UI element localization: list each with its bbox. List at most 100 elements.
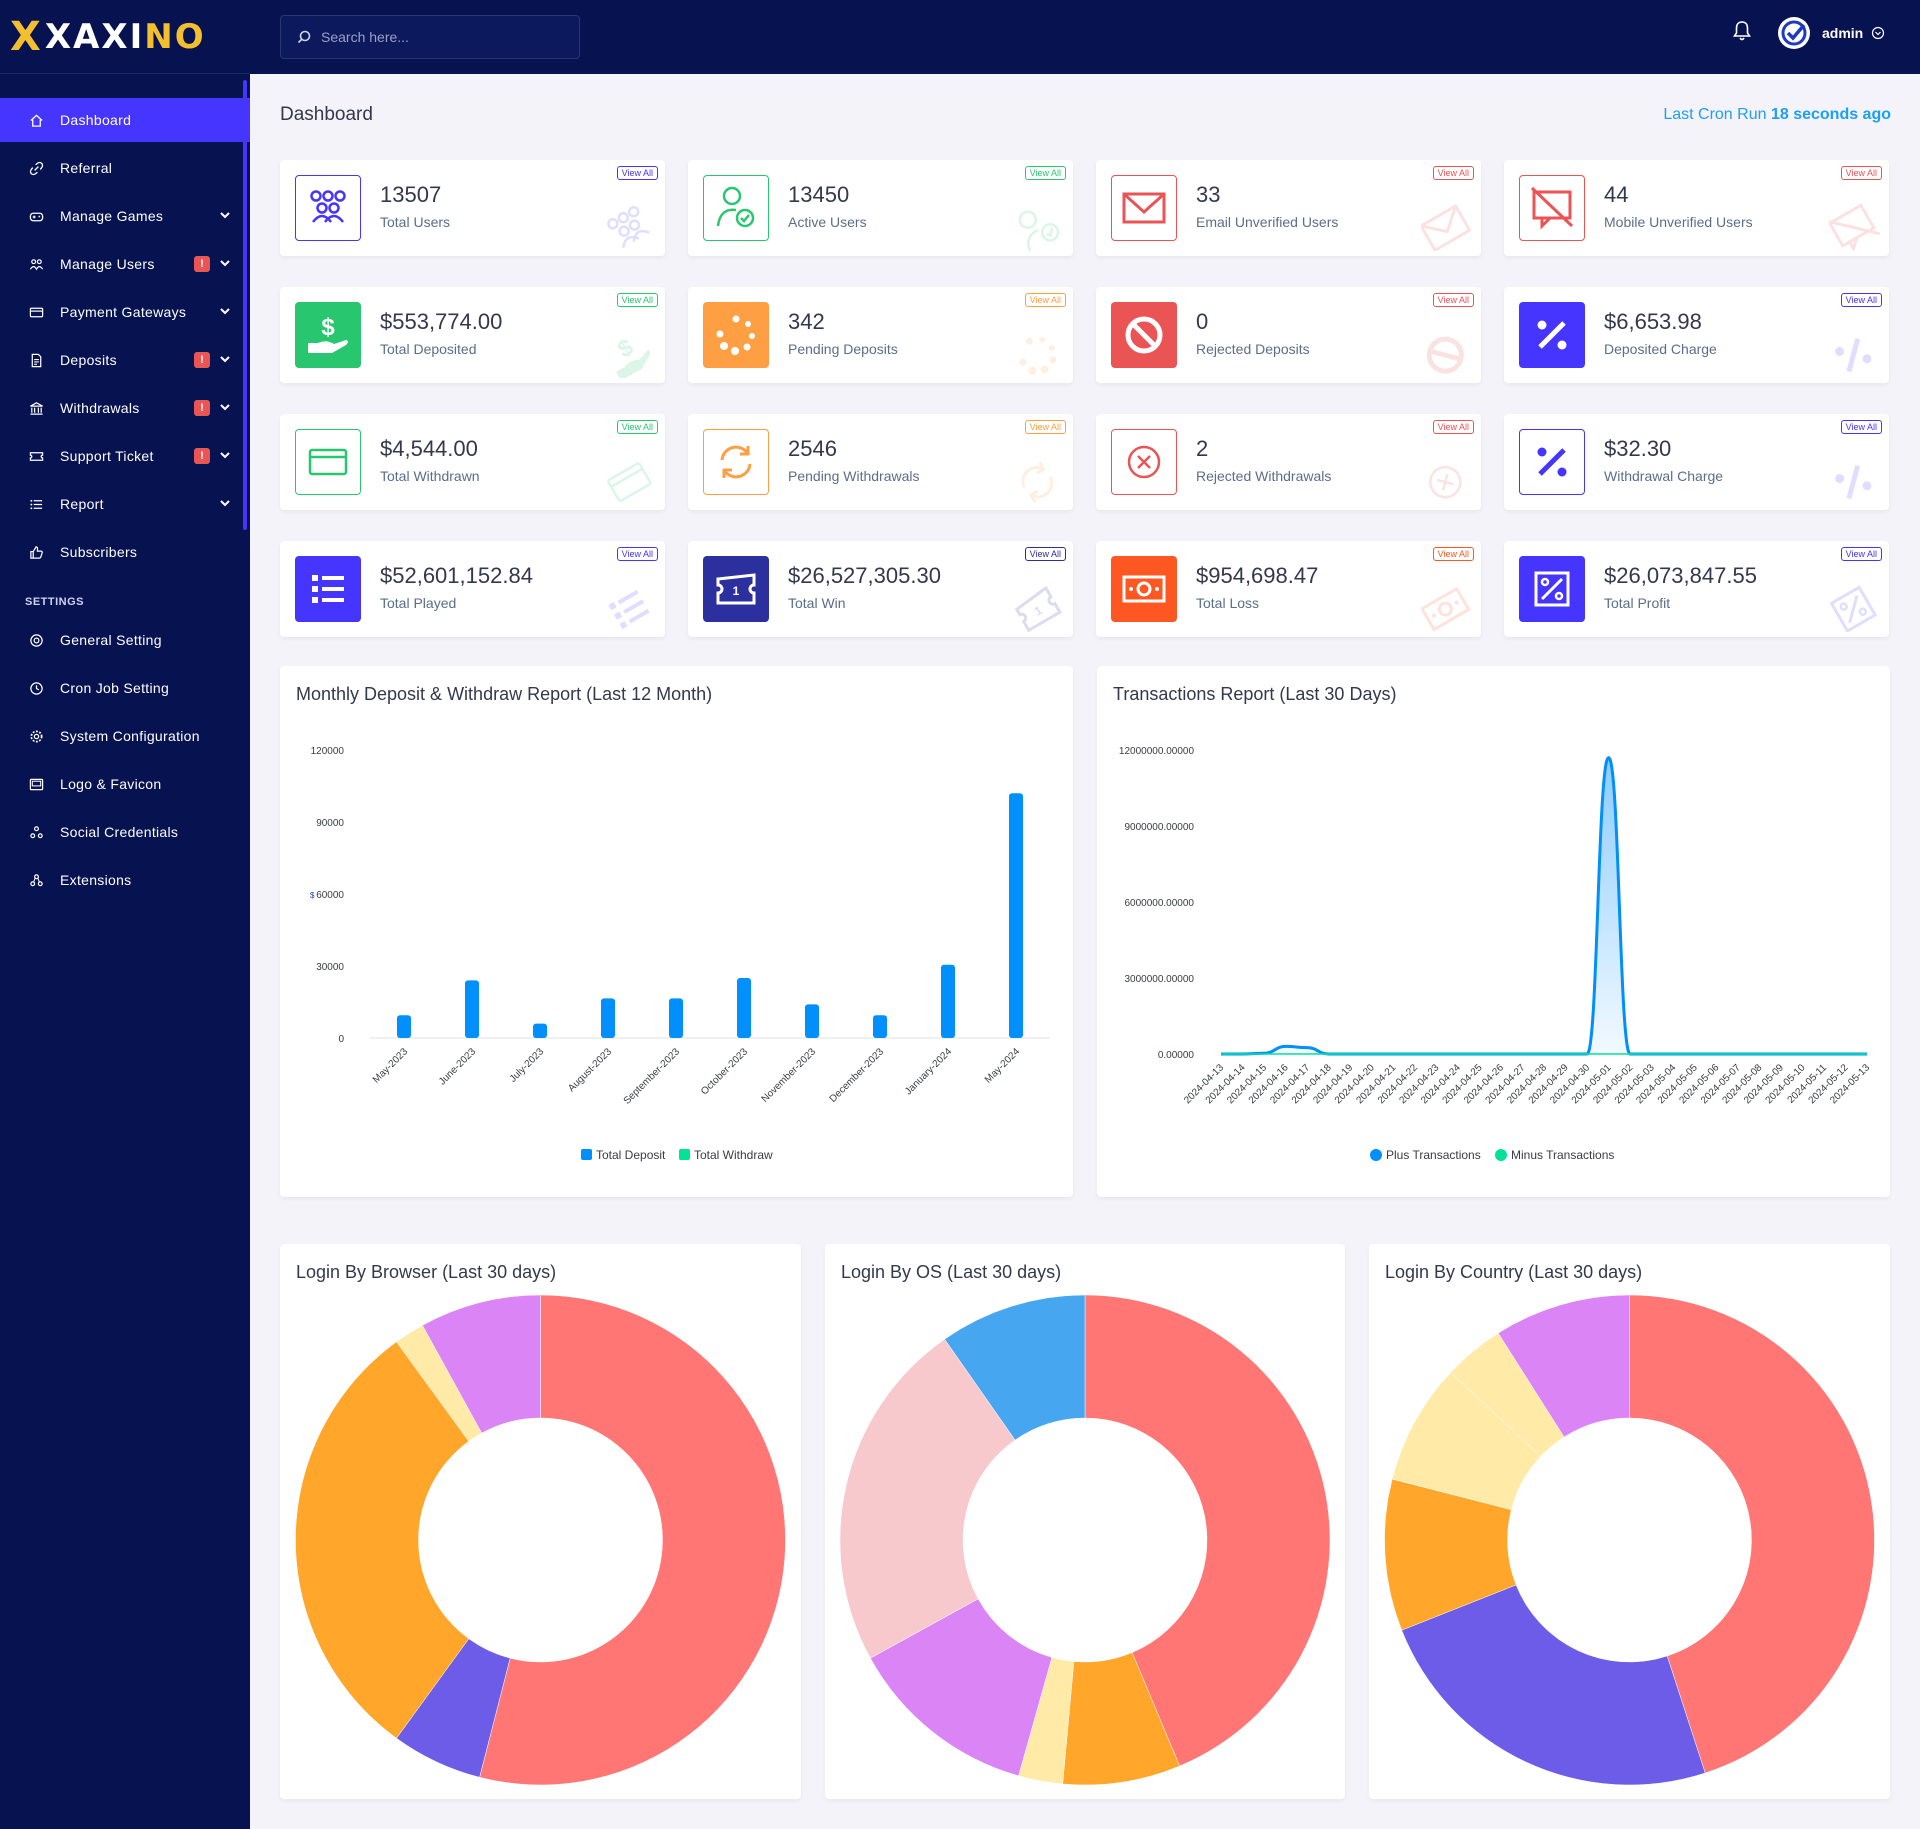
bar-total-deposit[interactable] <box>941 964 955 1038</box>
donut-slice[interactable] <box>1401 1584 1706 1786</box>
widget-watermark-icon <box>605 582 665 637</box>
ban-icon <box>1111 302 1177 368</box>
sidebar-item-withdrawals[interactable]: Withdrawals! <box>0 386 250 430</box>
sidebar-item-label: Deposits <box>60 352 117 368</box>
view-all-link[interactable]: View All <box>1432 293 1474 307</box>
login-country-card: Login By Country (Last 30 days) <box>1369 1244 1890 1799</box>
sidebar-item-manage-users[interactable]: Manage Users! <box>0 242 250 286</box>
sidebar-item-report[interactable]: Report <box>0 482 250 526</box>
stat-widget: $6,653.98 Deposited Charge View All <box>1504 287 1889 383</box>
search-box[interactable] <box>280 15 580 59</box>
sidebar-item-referral[interactable]: Referral <box>0 146 250 190</box>
view-all-link[interactable]: View All <box>1024 166 1066 180</box>
sidebar-item-social-credentials[interactable]: Social Credentials <box>0 810 250 854</box>
view-all-link[interactable]: View All <box>1840 166 1882 180</box>
view-all-link[interactable]: View All <box>1840 547 1882 561</box>
life-ring-icon <box>28 632 44 648</box>
bar-total-deposit[interactable] <box>465 980 479 1038</box>
bar-total-deposit[interactable] <box>805 1004 819 1038</box>
bar-total-deposit[interactable] <box>533 1023 547 1038</box>
chart-title: Login By Country (Last 30 days) <box>1385 1262 1643 1282</box>
y-tick-label: 60000 <box>316 890 344 901</box>
sidebar-item-cron-job-setting[interactable]: Cron Job Setting <box>0 666 250 710</box>
sidebar-item-extensions[interactable]: Extensions <box>0 858 250 902</box>
view-all-link[interactable]: View All <box>1432 420 1474 434</box>
legend-label[interactable]: Total Deposit <box>596 1148 666 1162</box>
sidebar-item-dashboard[interactable]: Dashboard <box>0 98 250 142</box>
bar-total-deposit[interactable] <box>1009 793 1023 1038</box>
page-header: Dashboard Last Cron Run 18 seconds ago <box>280 104 1891 126</box>
donut-slice[interactable] <box>295 1341 470 1739</box>
donut-slice[interactable] <box>1497 1294 1630 1438</box>
stat-widget: 1 $26,527,305.30 Total Win View All 1 <box>688 541 1073 637</box>
cron-status: Last Cron Run 18 seconds ago <box>1663 106 1891 123</box>
bar-total-deposit[interactable] <box>397 1015 411 1038</box>
sidebar-item-manage-games[interactable]: Manage Games <box>0 194 250 238</box>
view-all-link[interactable]: View All <box>616 166 658 180</box>
list-icon <box>28 496 44 512</box>
sidebar-item-payment-gateways[interactable]: Payment Gateways <box>0 290 250 334</box>
widget-value: 0 <box>1196 309 1209 334</box>
widget-label: Mobile Unverified Users <box>1604 214 1753 230</box>
sidebar-scrollbar[interactable] <box>243 80 247 530</box>
donut-slice[interactable] <box>422 1294 541 1434</box>
search-input[interactable] <box>321 29 551 45</box>
sidebar-item-general-setting[interactable]: General Setting <box>0 618 250 662</box>
spinner-icon <box>703 302 769 368</box>
sidebar-item-subscribers[interactable]: Subscribers <box>0 530 250 574</box>
chevron-down-icon <box>220 355 230 366</box>
sidebar-item-support-ticket[interactable]: Support Ticket! <box>0 434 250 478</box>
donut-slice[interactable] <box>1629 1294 1875 1774</box>
view-all-link[interactable]: View All <box>616 547 658 561</box>
view-all-link[interactable]: View All <box>1432 547 1474 561</box>
view-all-link[interactable]: View All <box>1024 420 1066 434</box>
view-all-link[interactable]: View All <box>616 420 658 434</box>
widget-label: Total Withdrawn <box>380 468 480 484</box>
view-all-link[interactable]: View All <box>1840 293 1882 307</box>
users-icon <box>28 256 44 272</box>
legend-label[interactable]: Plus Transactions <box>1386 1148 1481 1162</box>
view-all-link[interactable]: View All <box>1432 166 1474 180</box>
bar-total-deposit[interactable] <box>873 1015 887 1038</box>
svg-text:$: $ <box>321 314 335 341</box>
view-all-link[interactable]: View All <box>1840 420 1882 434</box>
view-all-link[interactable]: View All <box>1024 547 1066 561</box>
x-tick-label: May-2024 <box>983 1046 1023 1086</box>
bar-total-deposit[interactable] <box>737 978 751 1038</box>
bar-total-deposit[interactable] <box>669 998 683 1038</box>
donut-slice[interactable] <box>839 1338 1016 1659</box>
sidebar-item-deposits[interactable]: Deposits! <box>0 338 250 382</box>
logo[interactable]: X XAXINO <box>0 0 250 74</box>
bell-icon[interactable] <box>1732 20 1752 47</box>
ticket-icon <box>28 448 44 464</box>
donut-chart <box>1384 1294 1875 1786</box>
logo-mark: X <box>10 13 41 60</box>
donut-slice[interactable] <box>479 1294 786 1786</box>
series-line-plus-transactions[interactable] <box>1220 756 1867 1056</box>
widget-watermark-icon <box>1418 201 1481 256</box>
widget-value: $6,653.98 <box>1604 309 1702 334</box>
bar-total-deposit[interactable] <box>601 998 615 1038</box>
x-tick-label: January-2024 <box>903 1046 954 1097</box>
sidebar: X XAXINO Dashboard Referral Manage Games Ma… <box>0 0 250 1829</box>
donut-slice[interactable] <box>944 1294 1086 1441</box>
avatar <box>1778 17 1810 49</box>
sync-icon <box>703 429 769 495</box>
sidebar-item-logo-favicon[interactable]: Logo & Favicon <box>0 762 250 806</box>
y-tick-label: 120000 <box>311 746 345 757</box>
y-tick-label: 30000 <box>316 962 344 973</box>
x-tick-label: May-2023 <box>371 1046 411 1086</box>
view-all-link[interactable]: View All <box>1024 293 1066 307</box>
sidebar-item-system-configuration[interactable]: System Configuration <box>0 714 250 758</box>
view-all-link[interactable]: View All <box>616 293 658 307</box>
legend-label[interactable]: Total Withdraw <box>694 1148 773 1162</box>
legend-label[interactable]: Minus Transactions <box>1511 1148 1614 1162</box>
svg-text:1: 1 <box>733 584 740 598</box>
stat-widget: 2 Rejected Withdrawals View All <box>1096 414 1481 510</box>
logo-text: XAXINO <box>44 16 206 57</box>
user-menu[interactable]: admin <box>1778 17 1885 49</box>
y-axis-symbol: $ <box>310 891 315 900</box>
widget-label: Rejected Withdrawals <box>1196 468 1332 484</box>
y-tick-label: 0 <box>338 1034 344 1045</box>
widget-label: Total Users <box>380 214 451 230</box>
